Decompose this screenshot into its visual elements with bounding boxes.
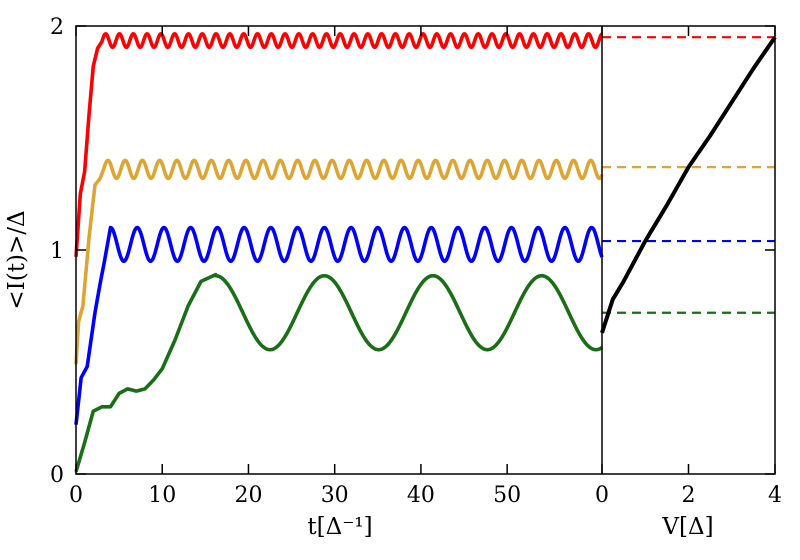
x-tick-label-v: 2 — [682, 483, 696, 508]
x-tick-label: 0 — [69, 483, 83, 508]
series-layer — [74, 32, 777, 473]
x-axis-label-voltage: V[Δ] — [661, 514, 713, 540]
y-tick-label: 2 — [50, 15, 64, 40]
x-tick-label-v: 4 — [768, 483, 782, 508]
x-tick-label: 30 — [321, 483, 349, 508]
time-series-line-4 — [74, 272, 604, 473]
x-tick-label: 50 — [493, 483, 521, 508]
time-series-line-2 — [74, 158, 604, 365]
x-axis-label-time: t[Δ⁻¹] — [307, 514, 372, 540]
y-tick-label: 0 — [50, 463, 64, 488]
iv-curve-line — [600, 36, 777, 334]
y-axis-label: <I(t)>/Δ — [4, 210, 30, 309]
x-tick-label: 20 — [234, 483, 262, 508]
y-tick-label: 1 — [50, 239, 64, 264]
time-series-line-1 — [74, 32, 604, 257]
x-tick-label: 40 — [407, 483, 435, 508]
x-tick-label-v: 0 — [595, 483, 609, 508]
x-tick-label: 10 — [148, 483, 176, 508]
time-series-line-3 — [74, 225, 604, 425]
